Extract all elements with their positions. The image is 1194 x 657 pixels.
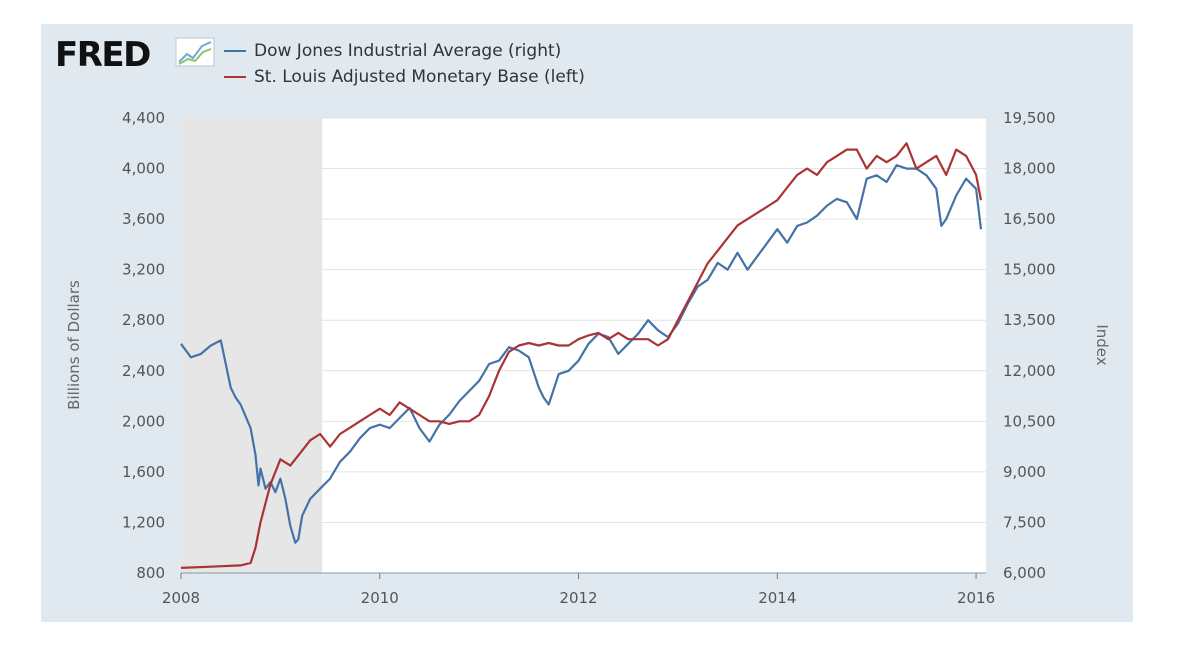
left-tick-label: 4,000 <box>122 160 165 178</box>
series-line-monetary-base <box>180 142 983 569</box>
legend-swatch-blue <box>224 50 246 52</box>
fred-graph-icon <box>175 37 215 67</box>
x-tick-label: 2012 <box>559 589 597 607</box>
x-tick-label: 2008 <box>162 589 200 607</box>
legend-swatch-red <box>224 76 246 78</box>
right-tick-label: 19,500 <box>1003 109 1056 127</box>
left-tick-label: 800 <box>136 564 165 582</box>
right-tick-label: 9,000 <box>1003 463 1046 481</box>
x-tick-label: 2010 <box>361 589 399 607</box>
legend-label-dow-jones: Dow Jones Industrial Average (right) <box>254 41 562 61</box>
recession-band <box>181 118 323 573</box>
left-tick-label: 2,800 <box>122 311 165 329</box>
right-tick-label: 6,000 <box>1003 564 1046 582</box>
right-tick-label: 7,500 <box>1003 513 1046 531</box>
left-tick-label: 3,600 <box>122 210 165 228</box>
left-axis-title: Billions of Dollars <box>65 280 83 410</box>
right-tick-label: 16,500 <box>1003 210 1056 228</box>
left-tick-label: 1,600 <box>122 463 165 481</box>
left-tick-label: 4,400 <box>122 109 165 127</box>
fred-logo-text: FRED <box>55 35 151 75</box>
series-line-dow-jones <box>180 164 983 544</box>
legend-item-dow-jones[interactable]: Dow Jones Industrial Average (right) <box>224 40 561 62</box>
left-tick-label: 3,200 <box>122 261 165 279</box>
x-tick-label: 2014 <box>758 589 796 607</box>
right-tick-label: 18,000 <box>1003 160 1056 178</box>
fred-logo: FRED <box>55 35 151 75</box>
left-tick-label: 2,000 <box>122 412 165 430</box>
right-tick-label: 15,000 <box>1003 261 1056 279</box>
right-tick-label: 12,000 <box>1003 362 1056 380</box>
legend-item-monetary-base[interactable]: St. Louis Adjusted Monetary Base (left) <box>224 66 585 88</box>
left-tick-label: 1,200 <box>122 513 165 531</box>
left-tick-label: 2,400 <box>122 362 165 380</box>
x-tick-label: 2016 <box>957 589 995 607</box>
legend-label-monetary-base: St. Louis Adjusted Monetary Base (left) <box>254 67 585 87</box>
right-axis-title: Index <box>1093 324 1111 365</box>
right-tick-label: 10,500 <box>1003 412 1056 430</box>
right-tick-label: 13,500 <box>1003 311 1056 329</box>
